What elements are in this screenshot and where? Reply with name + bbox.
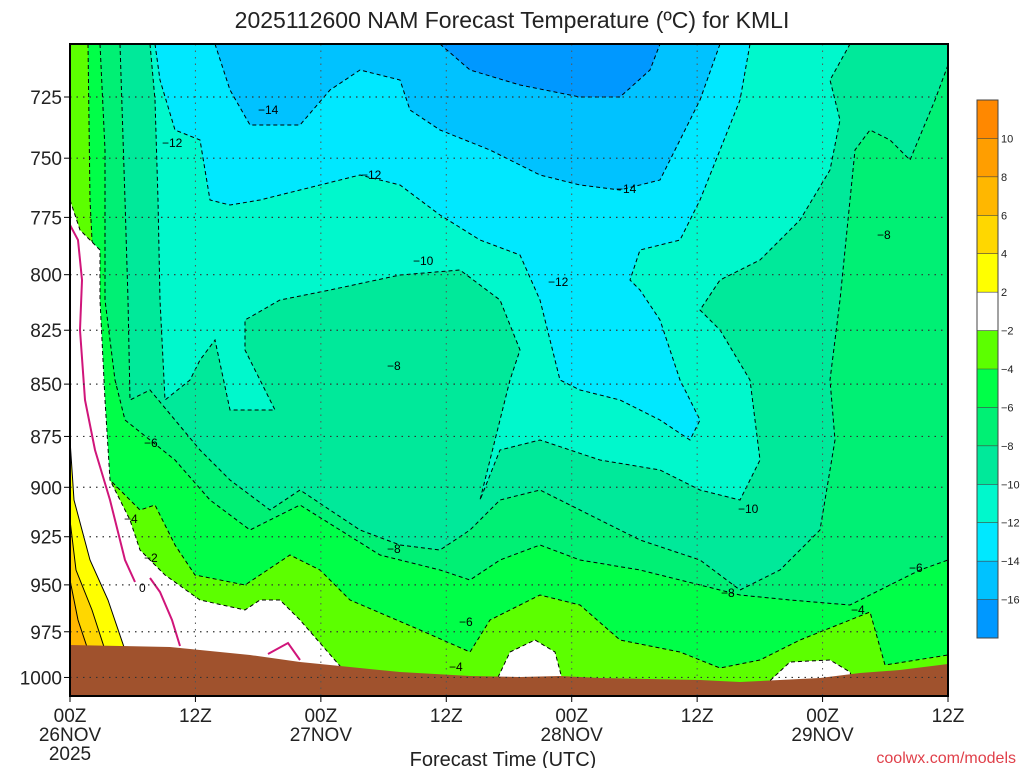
- legend-swatch: [977, 369, 998, 408]
- legend-label: −2: [1001, 326, 1014, 338]
- contour-label: −6: [144, 436, 158, 450]
- legend-label: 10: [1001, 133, 1013, 145]
- x-axis-title: Forecast Time (UTC): [410, 749, 597, 768]
- plot-frame: [69, 43, 949, 697]
- y-tick-label: 925: [30, 528, 62, 549]
- contour-labels: −14 −12 −12 −10 −12 −14 −8 −8 −6 −4 −2 0…: [124, 103, 923, 674]
- band-4-6: [70, 519, 106, 651]
- freezing-line-2: [267, 641, 301, 661]
- band-below-minus16: [439, 44, 661, 98]
- x-tick-label: 00Z: [806, 706, 839, 727]
- legend-label: 8: [1001, 172, 1007, 184]
- legend-label: −16: [1001, 595, 1020, 607]
- x-tick-label: 12Z: [179, 706, 212, 727]
- legend-swatch: [977, 215, 998, 255]
- legend-label: 2: [1001, 287, 1007, 299]
- contour-label: −4: [449, 660, 463, 674]
- legend-label: 4: [1001, 249, 1007, 261]
- contour-label: 0: [139, 581, 146, 595]
- contour-label: −10: [738, 502, 759, 516]
- contour-label: −8: [877, 228, 891, 242]
- x-tick-date: 26NOV: [39, 725, 102, 746]
- contour-label: −12: [162, 136, 183, 150]
- legend-swatch: [977, 253, 998, 293]
- x-tick-date: 27NOV: [290, 725, 353, 746]
- y-tick-label: 825: [30, 321, 62, 342]
- y-tick-label: 775: [30, 208, 62, 229]
- y-tick-label: 900: [30, 478, 62, 499]
- watermark[interactable]: coolwx.com/models: [876, 750, 1016, 767]
- x-tick-label: 00Z: [54, 706, 87, 727]
- y-tick-label: 975: [30, 623, 62, 644]
- chart-title: 2025112600 NAM Forecast Temperature (ºC)…: [235, 7, 790, 33]
- gridlines: [70, 44, 948, 696]
- contour-label: −8: [387, 359, 401, 373]
- x-tick-label: 00Z: [304, 706, 337, 727]
- contour-label: −14: [616, 182, 637, 196]
- legend-swatch: [977, 292, 998, 332]
- legend-label: −10: [1001, 479, 1020, 491]
- x-tick-year: 2025: [49, 744, 91, 765]
- x-tick-label: 12Z: [932, 706, 965, 727]
- contour-label: −4: [851, 603, 865, 617]
- legend-label: −12: [1001, 518, 1020, 530]
- contour-label: −10: [413, 254, 434, 268]
- legend-swatch: [977, 445, 998, 485]
- legend-swatch: [977, 138, 998, 178]
- x-tick-date: 28NOV: [541, 725, 604, 746]
- x-tick-label: 00Z: [555, 706, 588, 727]
- legend-swatch: [977, 100, 998, 139]
- contour-label: −12: [361, 168, 382, 182]
- x-tick-label: 12Z: [681, 706, 714, 727]
- contour-label: −12: [548, 275, 569, 289]
- legend-label: −8: [1001, 441, 1014, 453]
- contour-label: −6: [909, 561, 923, 575]
- contour-label: −2: [144, 551, 158, 565]
- legend-swatch: [977, 176, 998, 216]
- y-tick-label: 725: [30, 88, 62, 109]
- legend-swatch: [977, 522, 998, 562]
- x-tick-date: 29NOV: [791, 725, 854, 746]
- legend-swatch: [977, 407, 998, 447]
- legend-swatch: [977, 330, 998, 370]
- y-tick-label: 1000: [20, 668, 62, 689]
- ground: [70, 645, 948, 696]
- y-axis: 725 750 775 800 825 850 875 900 925 950 975 1000: [20, 88, 70, 689]
- plot-area: [70, 44, 948, 696]
- contour-label: −6: [459, 615, 473, 629]
- contour-label: −4: [124, 512, 138, 526]
- contour-label: −14: [258, 103, 279, 117]
- y-tick-label: 800: [30, 266, 62, 287]
- legend-label: −4: [1001, 364, 1014, 376]
- y-tick-label: 950: [30, 576, 62, 597]
- y-tick-label: 750: [30, 149, 62, 170]
- legend-label: −14: [1001, 556, 1020, 568]
- contour-label: −8: [721, 586, 735, 600]
- legend-label: 6: [1001, 210, 1007, 222]
- legend-label: −6: [1001, 402, 1014, 414]
- legend-swatch: [977, 599, 998, 639]
- y-tick-label: 875: [30, 427, 62, 448]
- color-legend: 10 8 6 4 2 −2 −4 −6 −8 −10 −12 −14 −16: [976, 99, 1020, 639]
- legend-swatch: [977, 484, 998, 524]
- x-tick-label: 12Z: [430, 706, 463, 727]
- y-tick-label: 850: [30, 375, 62, 396]
- contour-label: −8: [387, 542, 401, 556]
- legend-swatch: [977, 561, 998, 601]
